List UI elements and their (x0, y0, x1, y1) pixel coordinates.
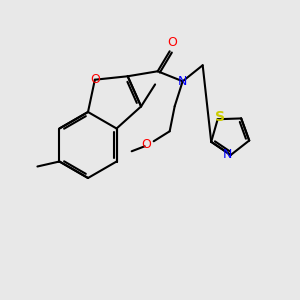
Text: N: N (223, 148, 232, 161)
Text: O: O (168, 36, 178, 49)
Text: S: S (215, 110, 225, 124)
Text: O: O (90, 73, 100, 86)
Text: N: N (178, 75, 188, 88)
Text: O: O (142, 138, 152, 151)
